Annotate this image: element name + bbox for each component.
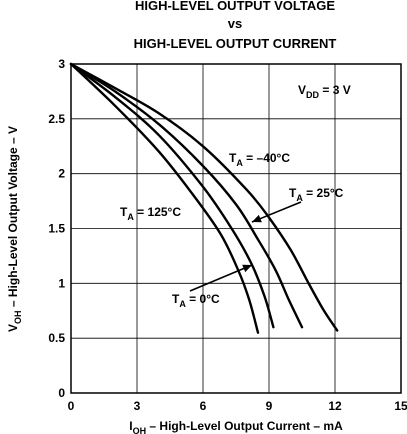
y-tick-label: 3 [58,57,65,71]
series-label-0: TA = 0°C [172,292,220,309]
x-axis-label: IOH – High-Level Output Current – mA [129,419,343,434]
x-tick-label: 3 [134,399,141,413]
x-tick-label: 15 [394,399,407,413]
y-tick-label: 0.5 [48,331,65,345]
title-line-1: HIGH-LEVEL OUTPUT VOLTAGE [135,0,335,13]
chart-title: HIGH-LEVEL OUTPUT VOLTAGE vs HIGH-LEVEL … [134,0,337,51]
data-curves [69,62,339,334]
vdd-condition-label: VDD = 3 V [298,83,351,100]
plot-frame [70,63,402,394]
y-tick-label: 0 [58,386,65,400]
y-tick-label: 2.5 [48,112,65,126]
x-tick-label: 12 [328,399,342,413]
title-line-2: vs [228,16,242,31]
series-label-minus40: TA = –40°C [229,151,290,168]
x-tick-label: 9 [266,399,273,413]
series-line-0 [69,62,339,332]
series-line-3 [69,62,260,334]
x-tick-label: 6 [200,399,207,413]
y-tick-label: 1.5 [48,222,65,236]
arrow-0c [189,264,253,292]
annotation-arrows [189,201,302,292]
y-axis-label: VOH – High-Level Output Voltage – V [6,126,23,332]
x-tick-label: 0 [68,399,75,413]
series-line-1 [69,62,304,329]
arrow-25c [251,201,302,223]
tick-labels: 0 3 6 9 12 15 0 0.5 1 1.5 2 2.5 3 [48,57,407,413]
series-label-25: TA = 25°C [289,186,344,203]
title-line-3: HIGH-LEVEL OUTPUT CURRENT [134,36,337,51]
series-line-2 [69,62,275,329]
y-tick-label: 1 [58,276,65,290]
series-label-125: TA = 125°C [120,205,181,222]
y-tick-label: 2 [58,167,65,181]
grid-lines [71,64,401,393]
